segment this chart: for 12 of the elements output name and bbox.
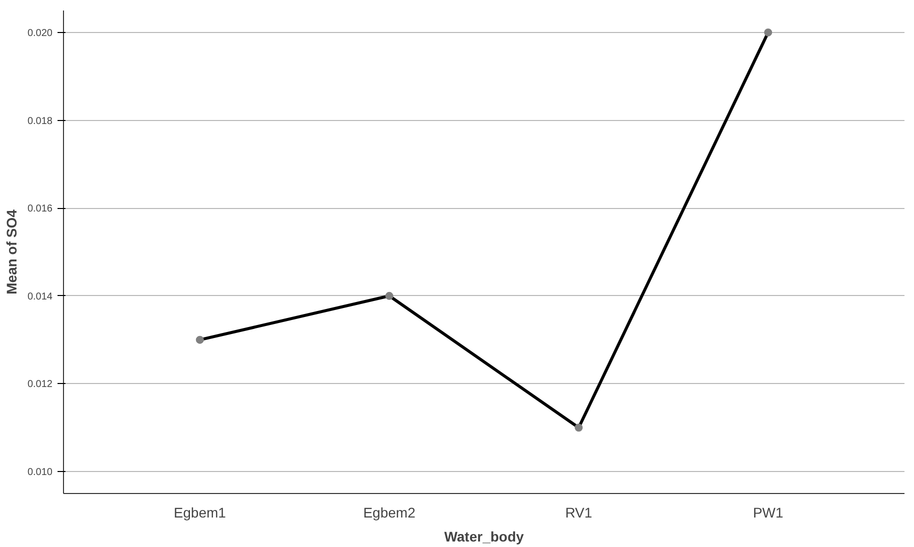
x-tick-label: Egbem1 [174,504,226,520]
y-tick-label: 0.014 [27,291,53,302]
y-axis-title: Mean of SO4 [3,209,20,294]
x-tick-label: Egbem2 [363,504,416,520]
x-tick-label: RV1 [565,504,592,520]
x-axis-title: Water_body [444,528,524,544]
y-tick-label: 0.020 [27,28,53,39]
y-tick-label: 0.010 [27,467,53,478]
y-tick-label: 0.016 [27,204,53,215]
y-tick-label: 0.012 [27,379,53,390]
x-tick-label: PW1 [752,504,784,520]
y-tick-label: 0.018 [27,116,53,127]
